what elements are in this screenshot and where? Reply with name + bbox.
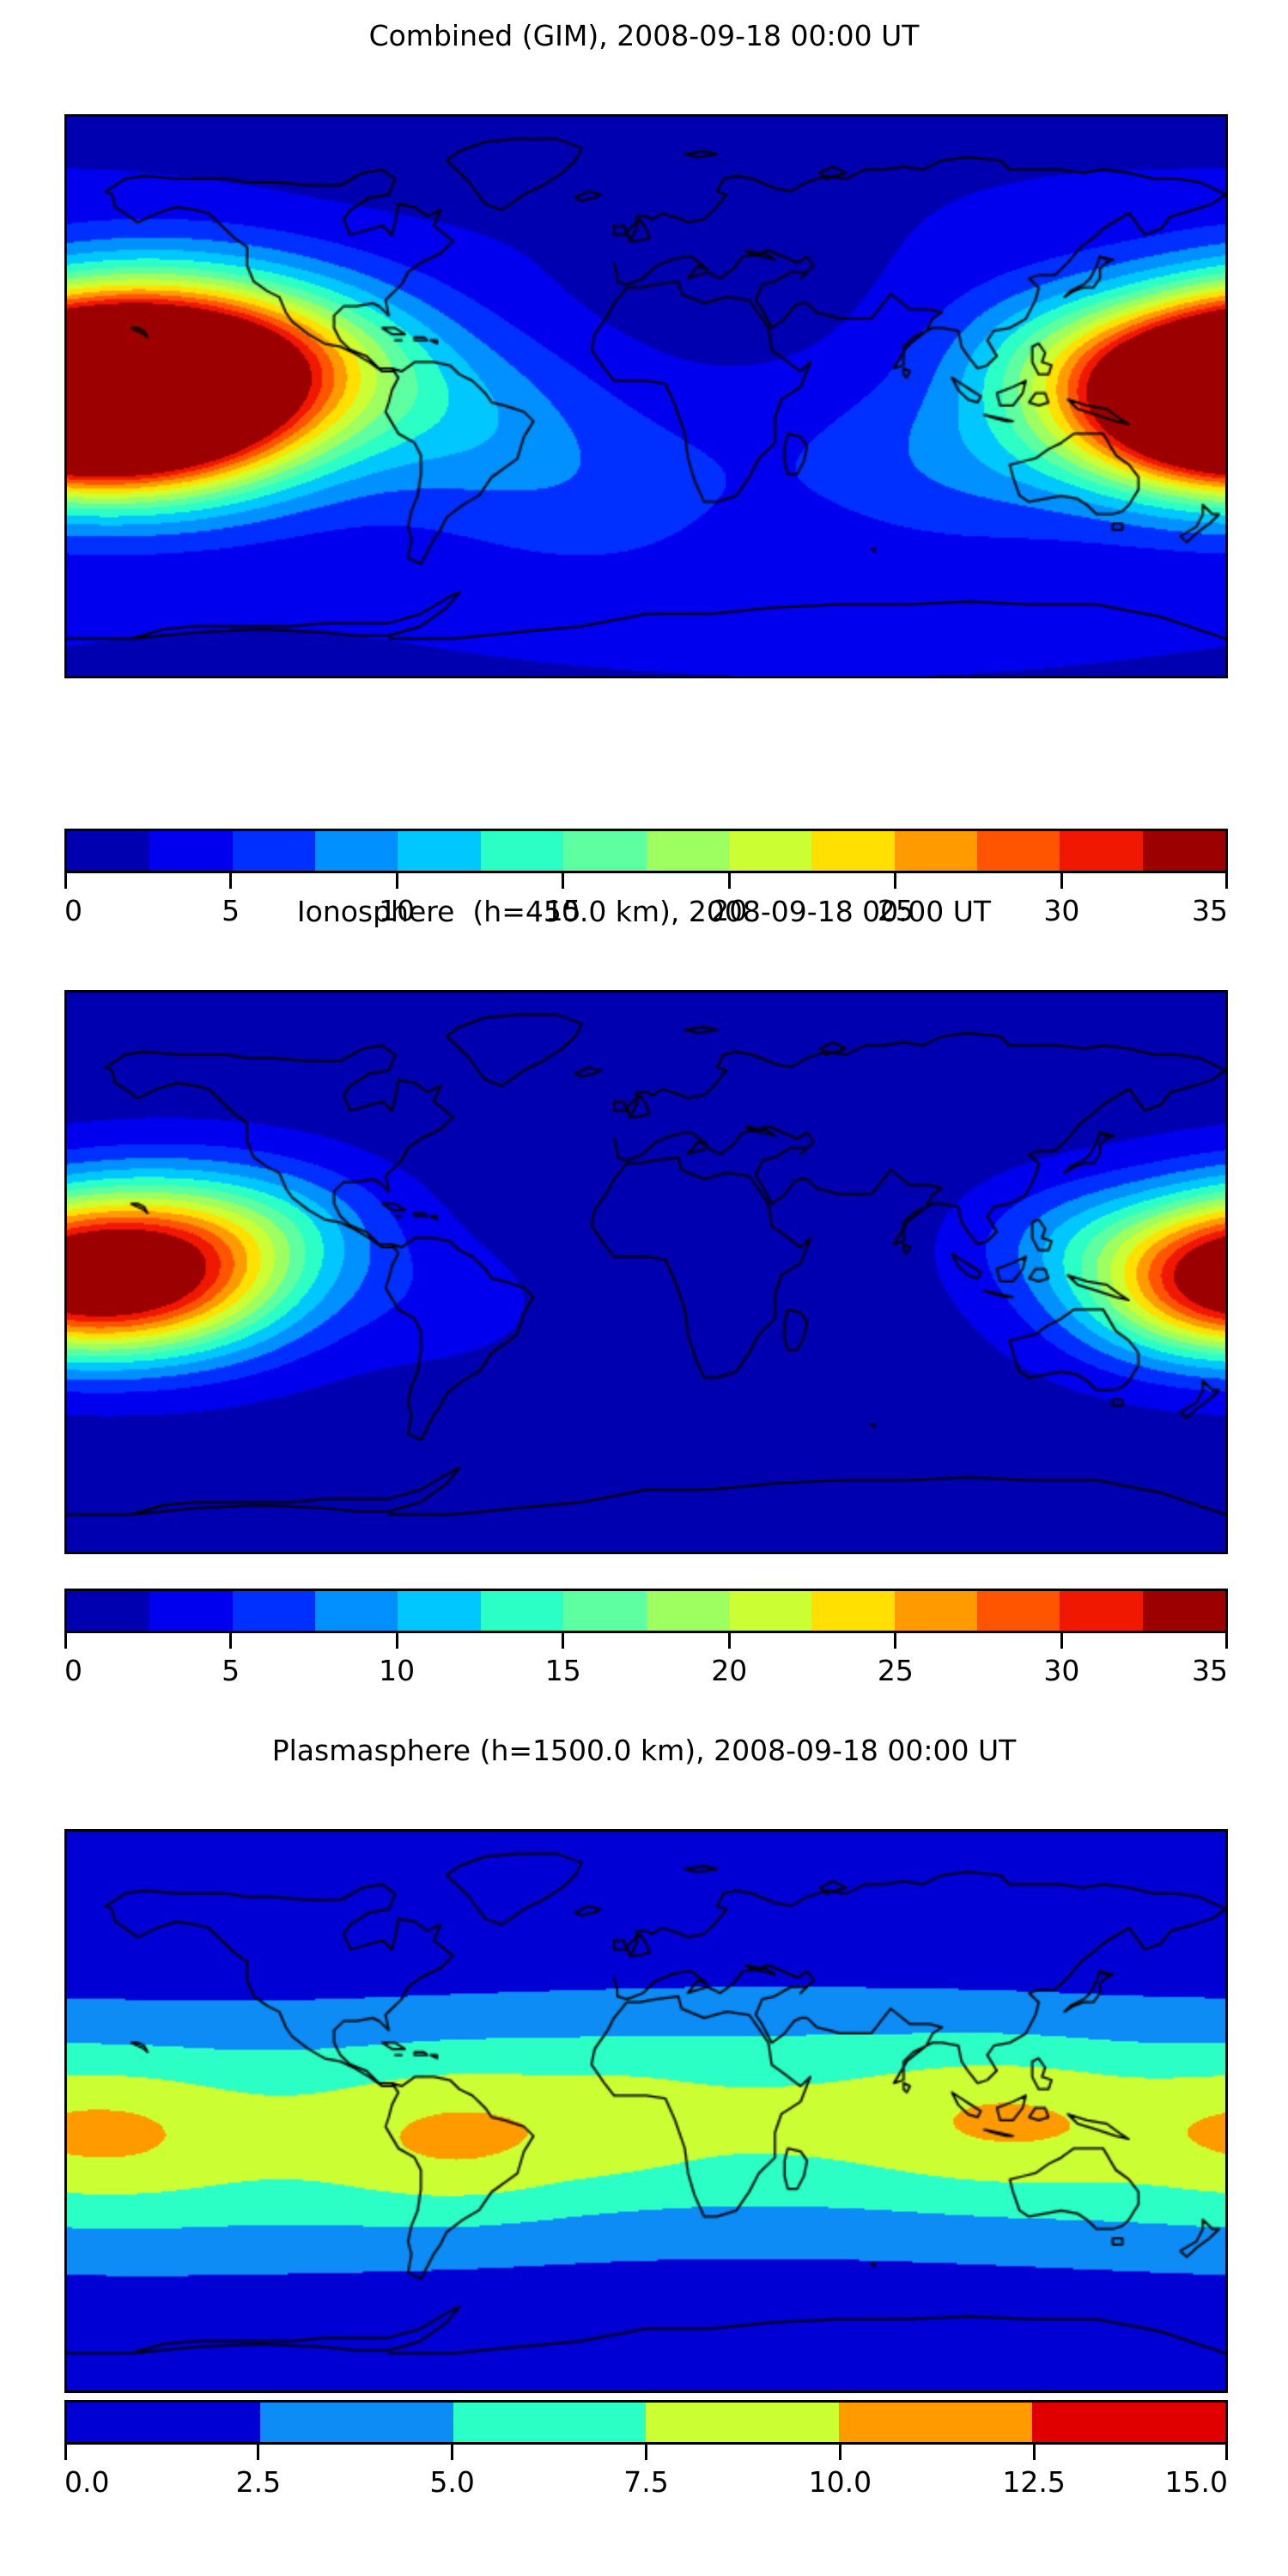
- colorbar-tick-label: 15.0: [1164, 2465, 1228, 2499]
- colorbar-tick: [395, 1633, 398, 1649]
- colorbar-band: [894, 1591, 977, 1631]
- colorbar-band: [398, 831, 481, 871]
- colorbar-tick-label: 12.5: [1002, 2465, 1066, 2499]
- colorbar-tick: [894, 1633, 897, 1649]
- colorbar-band: [839, 2403, 1033, 2442]
- colorbar-tick: [562, 1633, 565, 1649]
- colorbar-band: [646, 1591, 729, 1631]
- colorbar-tick-label: 30: [1043, 894, 1080, 927]
- colorbar-tick: [1225, 2445, 1228, 2460]
- colorbar-tick-label: 35: [1192, 894, 1228, 927]
- colorbar-band: [232, 1591, 316, 1631]
- map-plasmasphere-1500: [64, 1829, 1228, 2393]
- colorbar-tick-label: 35: [1192, 1654, 1228, 1687]
- colorbar-band: [315, 1591, 398, 1631]
- colorbar-tick: [562, 873, 565, 889]
- colorbar-tick-label: 5.0: [429, 2465, 475, 2499]
- map-canvas-plasmasphere-1500: [67, 1832, 1225, 2391]
- colorbar-tick: [1060, 1633, 1063, 1649]
- panel-title-ionosphere-450: Ionosphere (h=450.0 km), 2008-09-18 00:0…: [296, 895, 992, 928]
- colorbar-tick: [1225, 1633, 1228, 1649]
- colorbar-tick: [257, 2445, 260, 2460]
- colorbar-band: [453, 2403, 647, 2442]
- colorbar-tick-label: 15: [544, 894, 581, 927]
- colorbar-tick: [229, 1633, 233, 1649]
- colorbar-band: [646, 831, 729, 871]
- colorbar-band: [1060, 1591, 1143, 1631]
- colorbar-band: [1142, 831, 1226, 871]
- map-ionosphere-450: [64, 990, 1228, 1554]
- colorbar-band: [976, 831, 1060, 871]
- colorbar-tick-label: 10.0: [808, 2465, 872, 2499]
- colorbar-tick-label: 5: [222, 894, 240, 927]
- colorbar-band: [811, 831, 895, 871]
- colorbar-plasmasphere-1500: 0.0 2.5 5.0 7.5 10.0 12.5 15.0: [64, 2400, 1228, 2503]
- colorbar-ionosphere-450: 0 5 10 15 20 25 30 35: [64, 1589, 1228, 1692]
- colorbar-tick: [727, 873, 731, 889]
- colorbar-tick-label: 25: [877, 1654, 914, 1687]
- colorbar-tick: [64, 1633, 67, 1649]
- colorbar-band: [232, 831, 316, 871]
- colorbar-bands-ionosphere-450: [64, 1589, 1228, 1633]
- colorbar-bands-plasmasphere-1500: [64, 2400, 1228, 2445]
- colorbar-band: [894, 831, 977, 871]
- colorbar-tick: [1060, 873, 1063, 889]
- map-canvas-ionosphere-450: [67, 993, 1225, 1552]
- colorbar-band: [480, 1591, 564, 1631]
- colorbar-tick-label: 7.5: [623, 2465, 669, 2499]
- colorbar-tick-label: 20: [711, 1654, 748, 1687]
- colorbar-band: [67, 2403, 260, 2442]
- colorbar-tick-label: 10: [379, 1654, 416, 1687]
- colorbar-tick-label: 10: [379, 894, 416, 927]
- colorbar-tick: [1225, 873, 1228, 889]
- colorbar-band: [976, 1591, 1060, 1631]
- colorbar-axis-combined-gim: 0 5 10 15 20 25 30 35: [64, 873, 1228, 927]
- colorbar-band: [67, 831, 150, 871]
- colorbar-band: [646, 2403, 840, 2442]
- colorbar-tick: [64, 873, 67, 889]
- colorbar-tick-label: 5: [222, 1654, 240, 1687]
- map-combined-gim: [64, 114, 1228, 678]
- colorbar-tick-label: 30: [1043, 1654, 1080, 1687]
- map-canvas-combined-gim: [67, 117, 1225, 676]
- colorbar-tick-label: 0: [64, 894, 82, 927]
- colorbar-band: [480, 831, 564, 871]
- colorbar-band: [67, 1591, 150, 1631]
- colorbar-band: [259, 2403, 453, 2442]
- colorbar-tick-label: 20: [711, 894, 748, 927]
- colorbar-band: [398, 1591, 481, 1631]
- colorbar-band: [563, 831, 647, 871]
- colorbar-tick: [645, 2445, 647, 2460]
- colorbar-tick-label: 15: [544, 1654, 581, 1687]
- colorbar-band: [149, 831, 233, 871]
- colorbar-band: [811, 1591, 895, 1631]
- colorbar-tick: [64, 2445, 67, 2460]
- colorbar-band: [315, 831, 398, 871]
- colorbar-band: [1060, 831, 1143, 871]
- colorbar-tick-label: 0: [64, 1654, 82, 1687]
- colorbar-tick: [894, 873, 897, 889]
- panel-title-plasmasphere-1500: Plasmasphere (h=1500.0 km), 2008-09-18 0…: [271, 1734, 1017, 1767]
- colorbar-band: [149, 1591, 233, 1631]
- colorbar-tick: [838, 2445, 841, 2460]
- colorbar-tick: [1032, 2445, 1036, 2460]
- colorbar-bands-combined-gim: [64, 829, 1228, 873]
- colorbar-band: [563, 1591, 647, 1631]
- colorbar-tick: [451, 2445, 454, 2460]
- colorbar-tick: [229, 873, 233, 889]
- colorbar-tick: [727, 1633, 731, 1649]
- colorbar-tick-label: 2.5: [235, 2465, 282, 2499]
- colorbar-band: [1032, 2403, 1225, 2442]
- colorbar-band: [728, 1591, 812, 1631]
- colorbar-band: [728, 831, 812, 871]
- colorbar-tick-label: 0.0: [64, 2465, 110, 2499]
- colorbar-tick: [395, 873, 398, 889]
- colorbar-tick-label: 25: [877, 894, 914, 927]
- colorbar-combined-gim: 0 5 10 15 20 25 30 35: [64, 829, 1228, 932]
- panel-title-combined-gim: Combined (GIM), 2008-09-18 00:00 UT: [368, 19, 920, 52]
- colorbar-band: [1142, 1591, 1226, 1631]
- colorbar-axis-ionosphere-450: 0 5 10 15 20 25 30 35: [64, 1633, 1228, 1687]
